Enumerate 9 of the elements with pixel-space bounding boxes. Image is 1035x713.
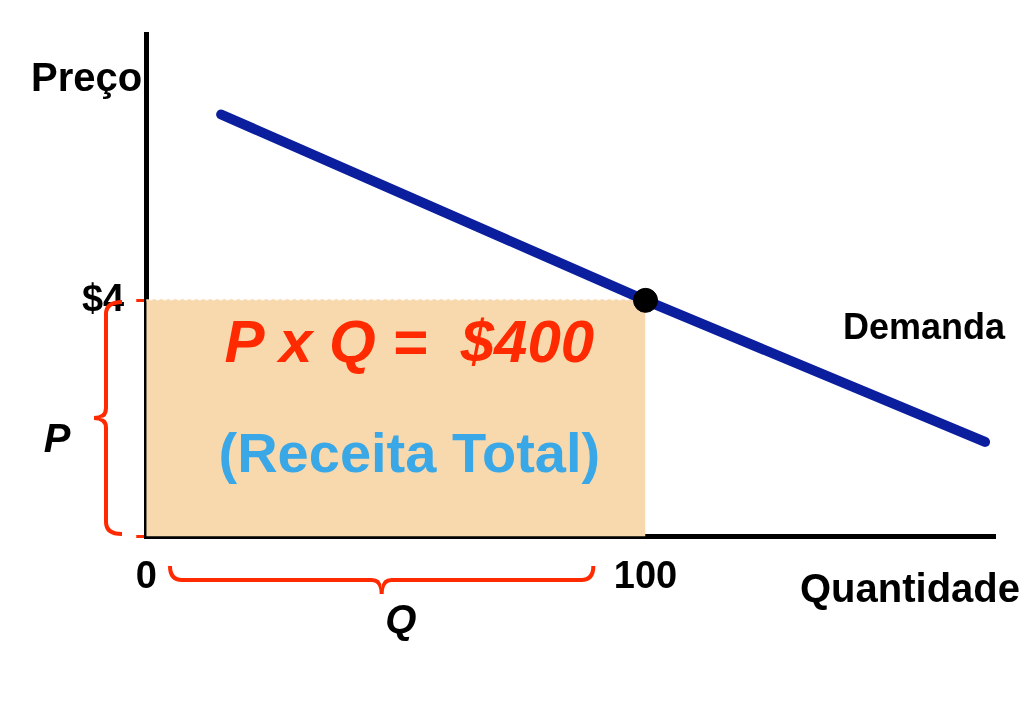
text: P [43, 416, 71, 461]
annotation: (Receita Total) [218, 420, 601, 484]
y-axis-title: Preço [31, 54, 143, 99]
series-label: Demanda [842, 305, 1006, 347]
x-axis-title: Quantidade [799, 566, 1020, 611]
x-tick-label: 100 [613, 553, 678, 596]
x-tick-label: 0 [135, 553, 157, 596]
annotation: P x Q = $400 [224, 308, 595, 376]
text: Q [385, 596, 417, 642]
